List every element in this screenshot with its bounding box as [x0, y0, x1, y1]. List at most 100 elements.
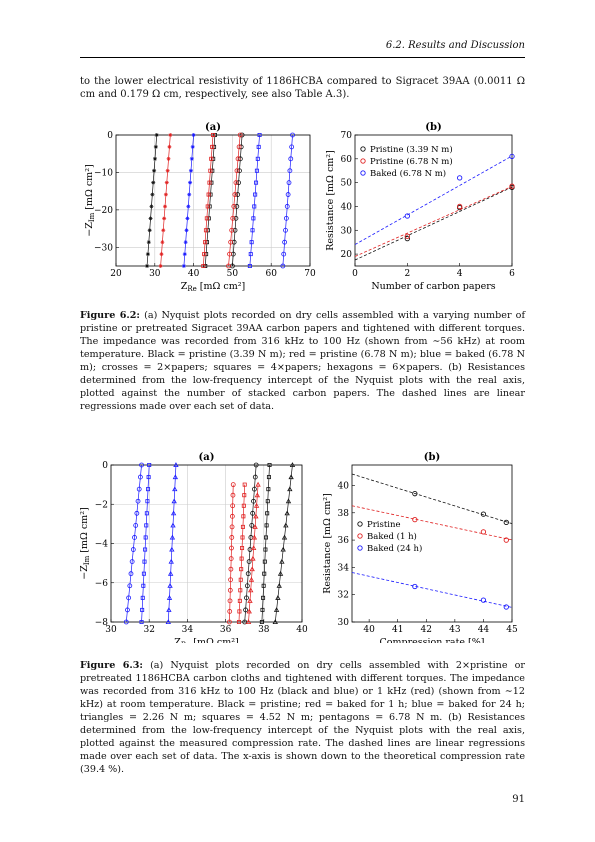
data-point — [239, 556, 244, 561]
data-point — [404, 213, 410, 219]
nyquist-curve — [282, 134, 293, 267]
y-tick-label: −20 — [94, 206, 113, 216]
data-point — [158, 264, 163, 268]
data-point — [160, 240, 165, 245]
data-point — [172, 486, 178, 492]
data-point — [236, 619, 241, 624]
data-point — [273, 607, 280, 612]
data-point — [245, 571, 251, 577]
data-point — [185, 216, 190, 221]
data-point — [189, 156, 194, 161]
data-point — [203, 228, 208, 233]
data-point — [165, 168, 170, 173]
data-point — [289, 144, 295, 150]
nyquist-curve — [249, 134, 260, 267]
x-axis-label: ZRe [mΩ cm²] — [181, 281, 246, 293]
data-point — [167, 570, 174, 576]
legend-marker — [357, 521, 363, 527]
data-point — [254, 180, 259, 185]
data-point — [230, 215, 236, 221]
x-tick-label: 4 — [457, 269, 463, 279]
data-point — [142, 559, 147, 564]
data-point — [140, 595, 145, 600]
data-point — [254, 492, 261, 498]
data-point — [255, 156, 260, 161]
data-point — [287, 486, 293, 492]
data-point — [229, 513, 235, 519]
data-point — [230, 482, 236, 488]
data-point — [210, 144, 215, 149]
y-tick-label: 0 — [102, 461, 108, 471]
data-point — [170, 510, 177, 516]
legend-marker — [360, 170, 366, 176]
x-tick-label: 2 — [404, 269, 410, 279]
data-point — [503, 519, 509, 525]
y-tick-label: 40 — [338, 481, 350, 491]
data-point — [147, 462, 152, 467]
data-point — [133, 522, 139, 528]
nyquist-curve — [204, 134, 216, 267]
data-point — [137, 474, 143, 480]
y-tick-label: 50 — [341, 179, 353, 189]
data-point — [228, 556, 234, 561]
data-point — [247, 598, 253, 603]
panel-label: (a) — [199, 452, 215, 463]
data-point — [168, 558, 174, 564]
data-point — [275, 595, 281, 600]
data-point — [123, 619, 129, 625]
data-point — [242, 619, 248, 625]
data-point — [250, 228, 255, 233]
data-point — [125, 607, 130, 613]
x-tick-label: 30 — [149, 269, 161, 279]
data-point — [170, 522, 176, 528]
data-point — [251, 498, 256, 504]
y-tick-label: 36 — [338, 536, 350, 546]
figure-6-3-panel-a: 30 32 34 36 38 40 0 −2 −4 −6 −8 (a) ZRe [mΩ cm²] −ZIm… — [79, 452, 308, 643]
legend-entry: Baked (24 h) — [367, 543, 422, 554]
data-point — [172, 474, 179, 480]
data-point — [188, 180, 193, 185]
data-point — [404, 233, 410, 239]
data-point — [146, 240, 151, 245]
data-point — [145, 264, 150, 268]
regression-line — [354, 186, 513, 257]
data-point — [127, 583, 133, 589]
nyquist-curve — [160, 134, 171, 267]
nyquist-curve — [183, 134, 194, 267]
panel-label: (b) — [425, 122, 441, 133]
data-point — [244, 595, 249, 601]
data-point — [145, 499, 150, 504]
nyquist-curve — [229, 484, 234, 623]
data-point — [242, 493, 247, 498]
data-point — [251, 216, 256, 221]
running-header: 6.2. Results and Discussion — [385, 40, 525, 51]
data-point — [229, 535, 235, 540]
x-tick-label: 43 — [449, 625, 461, 635]
legend-entry: Pristine — [367, 520, 401, 530]
figure-6-2: 20 30 40 50 60 700−10−20−30(a)ZRe [mΩ cm²]−ZI… — [84, 122, 515, 293]
data-point — [144, 511, 149, 516]
data-point — [266, 475, 271, 480]
data-point — [235, 192, 241, 197]
data-point — [289, 462, 296, 467]
data-point — [234, 204, 240, 209]
data-point — [209, 156, 214, 161]
data-point — [167, 582, 173, 588]
data-point — [147, 228, 152, 233]
data-point — [262, 571, 267, 576]
data-point — [237, 132, 243, 138]
data-point — [276, 582, 282, 588]
x-tick-label: 70 — [304, 269, 316, 279]
data-point — [253, 192, 258, 197]
data-point — [169, 534, 176, 540]
plot-frame — [354, 134, 513, 267]
data-point — [480, 529, 487, 535]
data-point — [141, 571, 146, 576]
y-tick-label: 40 — [341, 202, 353, 212]
data-point — [233, 180, 239, 186]
data-point — [509, 183, 515, 189]
data-point — [161, 228, 166, 233]
data-point — [229, 524, 235, 530]
data-point — [246, 608, 252, 614]
